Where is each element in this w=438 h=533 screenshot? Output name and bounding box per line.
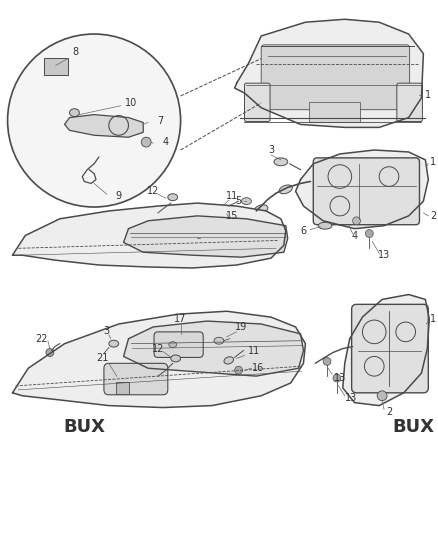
Ellipse shape [169,342,177,348]
Ellipse shape [168,194,178,200]
FancyBboxPatch shape [104,364,168,395]
Circle shape [323,358,331,365]
Text: 16: 16 [252,364,265,373]
Ellipse shape [70,109,79,117]
Polygon shape [13,203,286,268]
Text: 21: 21 [96,353,108,364]
Text: 3: 3 [268,145,274,155]
Text: 6: 6 [300,225,307,236]
FancyBboxPatch shape [44,58,67,75]
Text: 17: 17 [174,314,187,324]
FancyBboxPatch shape [313,158,420,225]
Text: 1: 1 [430,314,436,324]
Text: 1: 1 [425,90,431,100]
Text: 22: 22 [36,334,48,344]
FancyBboxPatch shape [154,332,203,358]
Text: 2: 2 [386,408,392,417]
Ellipse shape [241,198,251,205]
Polygon shape [343,295,429,406]
Ellipse shape [279,185,293,193]
FancyBboxPatch shape [309,102,360,122]
Polygon shape [13,311,305,408]
Polygon shape [296,150,428,229]
Polygon shape [124,216,288,257]
Circle shape [46,349,54,357]
Ellipse shape [224,357,233,364]
Polygon shape [235,19,424,127]
Text: 1: 1 [430,157,436,167]
Ellipse shape [214,337,224,344]
Ellipse shape [318,222,332,229]
Polygon shape [124,321,304,376]
Circle shape [333,374,341,382]
Polygon shape [64,115,143,137]
Text: 2: 2 [430,211,437,221]
Text: 12: 12 [152,344,164,353]
FancyBboxPatch shape [244,83,270,122]
Circle shape [353,217,360,225]
Text: 10: 10 [125,98,138,108]
Ellipse shape [254,205,268,213]
Text: 13: 13 [345,393,357,403]
Circle shape [235,366,243,374]
Text: BUX: BUX [392,418,434,436]
Text: 7: 7 [157,116,163,125]
Ellipse shape [109,340,119,347]
Text: 11: 11 [248,345,261,356]
Circle shape [141,137,151,147]
Text: 13: 13 [334,373,346,383]
Circle shape [365,230,373,238]
Text: 5: 5 [236,196,242,206]
Text: 8: 8 [72,47,78,56]
FancyBboxPatch shape [397,83,422,122]
Text: 19: 19 [235,322,247,332]
Ellipse shape [217,205,226,213]
FancyBboxPatch shape [261,45,410,110]
Text: 4: 4 [352,231,358,240]
Text: 9: 9 [116,191,122,201]
Text: 4: 4 [163,137,169,147]
Text: 15: 15 [226,211,238,221]
Text: 13: 13 [378,250,390,260]
Text: 12: 12 [147,187,159,196]
FancyBboxPatch shape [116,382,130,394]
Ellipse shape [171,355,180,362]
Text: 11: 11 [226,191,238,201]
Ellipse shape [274,158,288,166]
FancyBboxPatch shape [352,304,428,393]
Text: 3: 3 [103,326,109,336]
Circle shape [377,391,387,401]
Circle shape [7,34,180,207]
Text: BUX: BUX [63,418,105,436]
